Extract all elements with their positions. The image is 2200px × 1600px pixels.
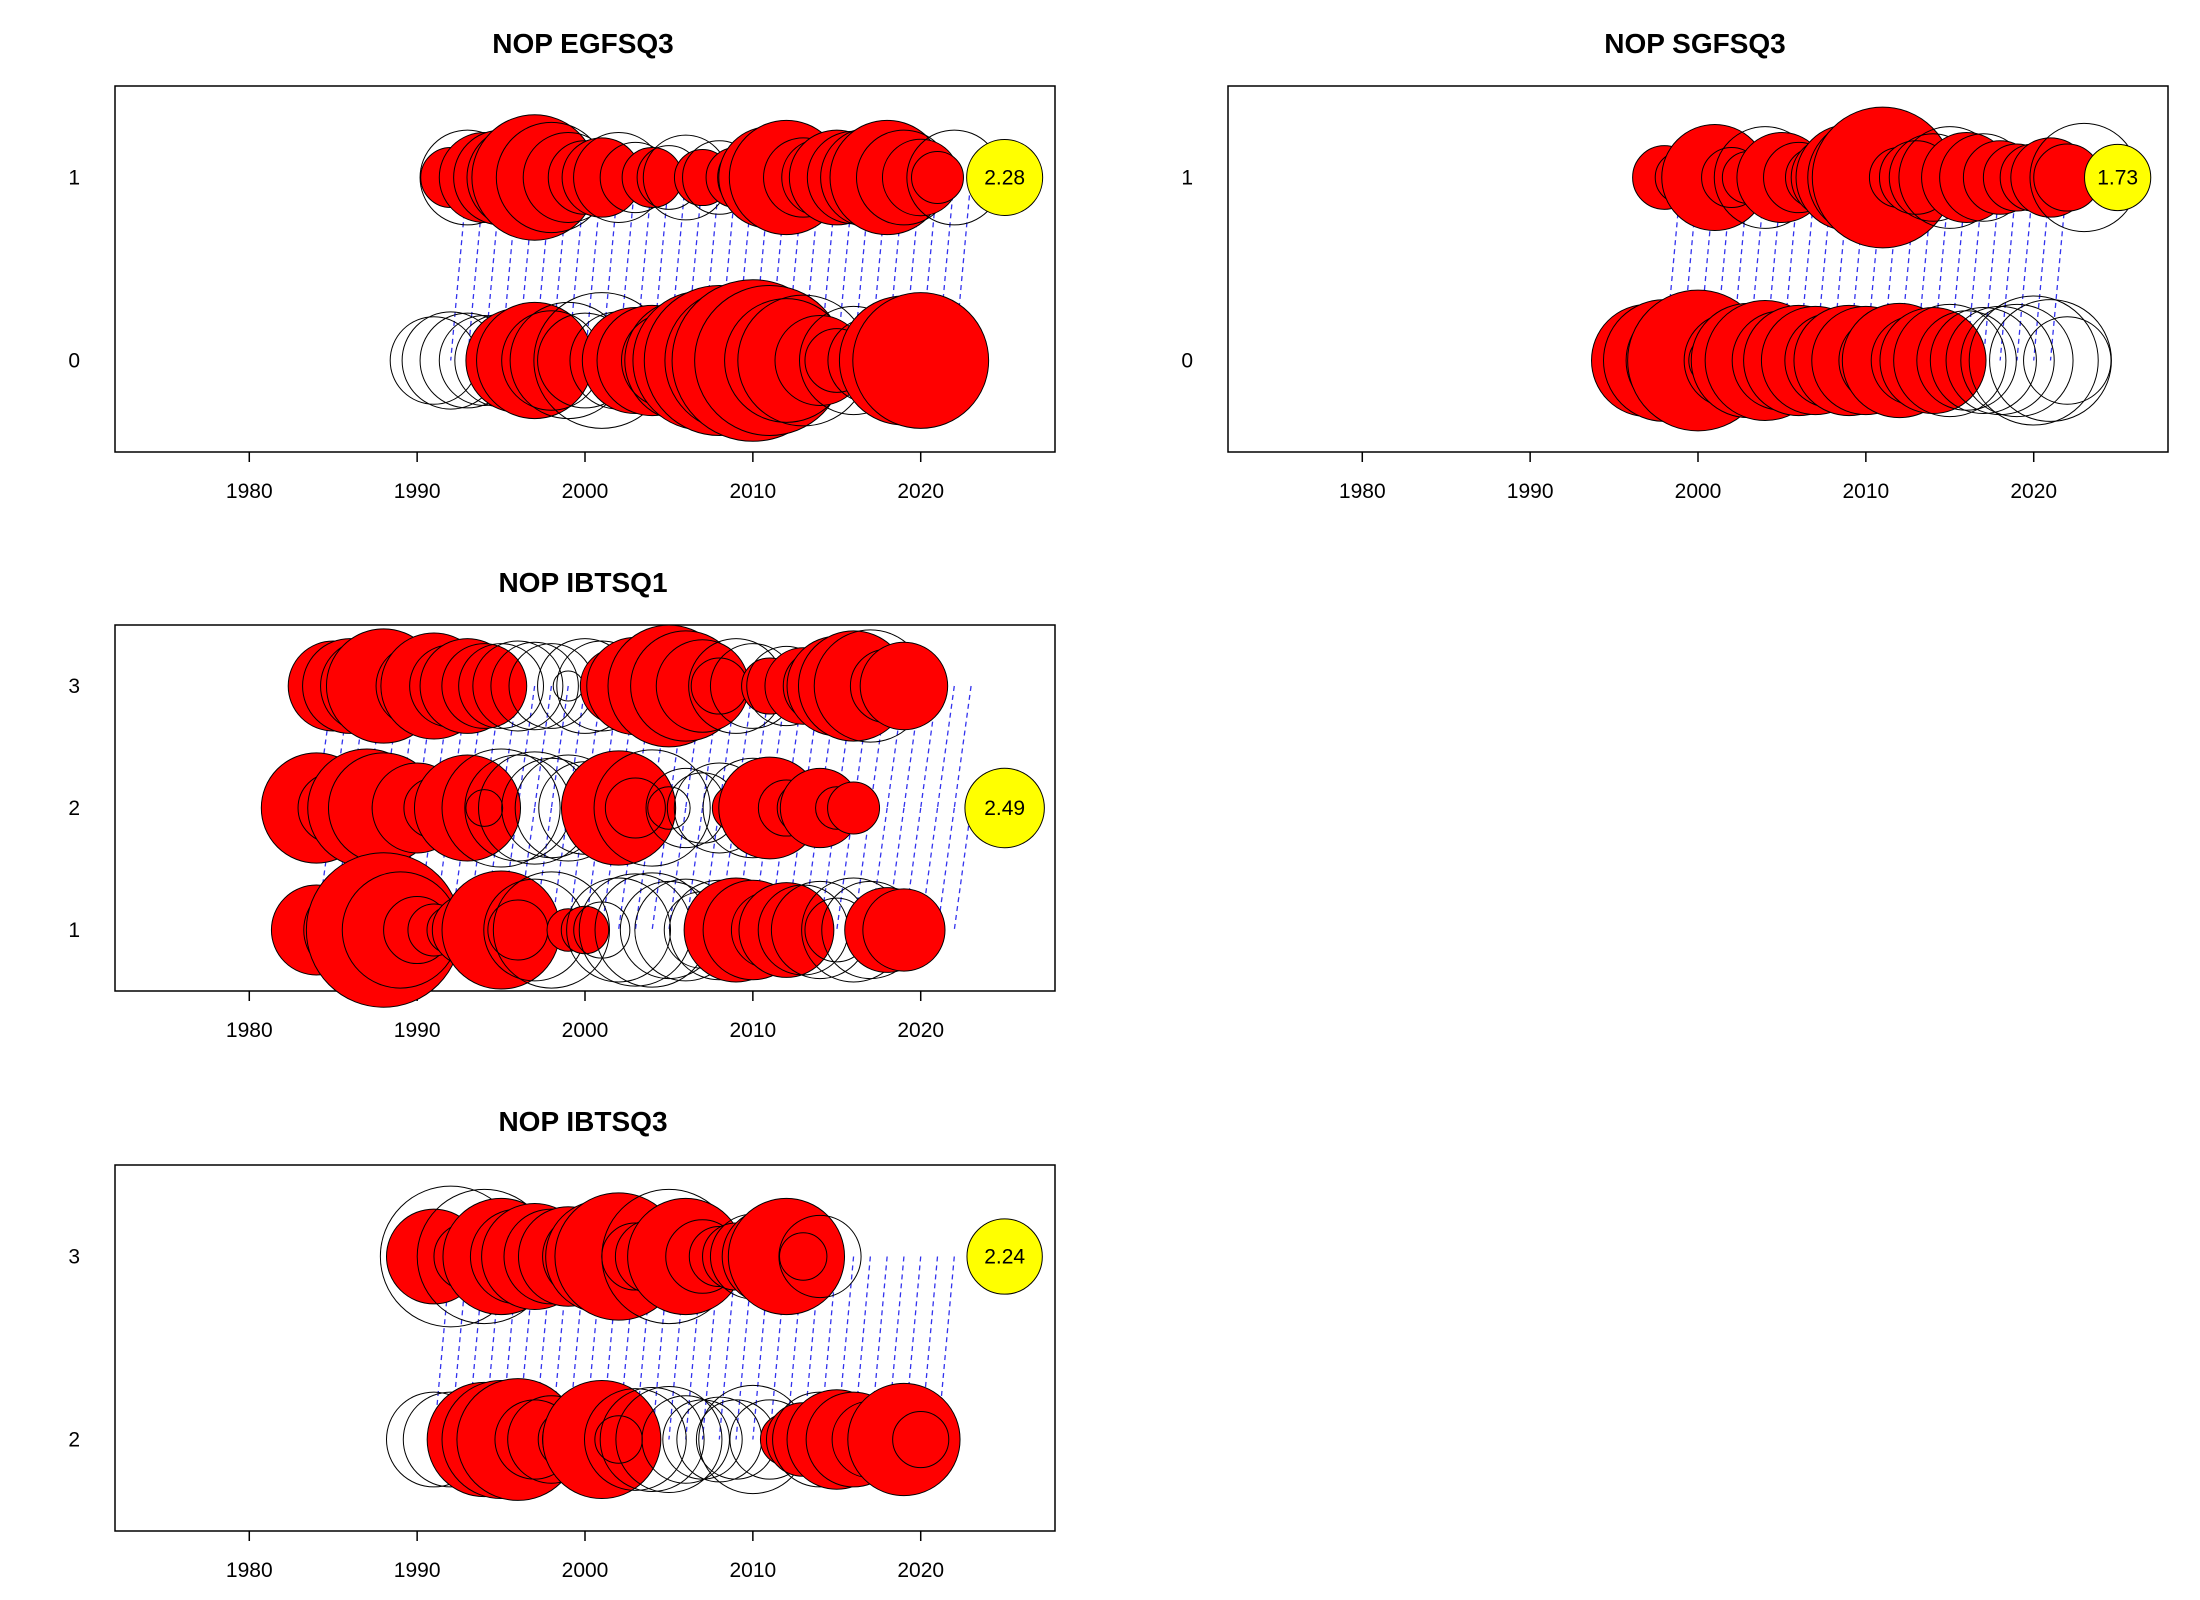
negative-bubble bbox=[389, 316, 479, 405]
positive-bubble bbox=[852, 292, 990, 429]
x-tick-label: 1980 bbox=[1339, 480, 1386, 503]
legend-bubble-label: 2.24 bbox=[984, 1246, 1025, 1269]
x-tick-label: 2020 bbox=[2010, 480, 2057, 503]
panel-title: NOP SGFSQ3 bbox=[1604, 28, 1786, 59]
negative-bubble bbox=[492, 871, 611, 989]
x-tick-label: 2000 bbox=[1675, 480, 1722, 503]
y-tick-label: 1 bbox=[1181, 167, 1193, 190]
negative-bubble bbox=[1945, 305, 2055, 416]
x-tick-label: 2000 bbox=[562, 1019, 609, 1042]
x-tick-label: 2010 bbox=[1842, 480, 1889, 503]
positive-bubble bbox=[621, 147, 683, 208]
panel-title: NOP IBTSQ3 bbox=[498, 1106, 667, 1137]
negative-bubble bbox=[573, 901, 631, 959]
x-tick-label: 2010 bbox=[729, 1019, 776, 1042]
positive-bubble bbox=[690, 657, 748, 715]
positive-bubble bbox=[604, 777, 666, 839]
legend-bubble bbox=[2084, 143, 2152, 212]
x-tick-label: 1990 bbox=[394, 1559, 441, 1582]
x-tick-label: 2000 bbox=[562, 480, 609, 503]
positive-bubble bbox=[476, 301, 594, 420]
x-tick-label: 1980 bbox=[226, 1019, 273, 1042]
cohort-connector bbox=[533, 685, 553, 809]
panel-nop-ibtsq3: NOP IBTSQ3 1980 1990 2000 2010 2020 2 3 2.24 bbox=[68, 1106, 1056, 1582]
cohort-connector bbox=[668, 807, 687, 931]
negative-bubble bbox=[1968, 295, 2099, 426]
x-tick-label: 1990 bbox=[1507, 480, 1554, 503]
negative-bubble bbox=[599, 1387, 705, 1492]
y-tick-label: 3 bbox=[68, 1246, 80, 1269]
negative-bubble bbox=[778, 1214, 862, 1299]
y-tick-label: 1 bbox=[68, 919, 80, 942]
panel-title: NOP IBTSQ1 bbox=[498, 567, 667, 598]
x-tick-label: 2000 bbox=[562, 1559, 609, 1582]
cohort-connector bbox=[936, 685, 955, 809]
legend-bubble bbox=[966, 1218, 1043, 1295]
positive-bubble bbox=[441, 643, 528, 729]
x-tick-label: 1990 bbox=[394, 480, 441, 503]
panel-nop-egfsq3: NOP EGFSQ3 1980 1990 2000 2010 2020 0 1 2.28 bbox=[68, 28, 1056, 503]
y-tick-label: 2 bbox=[68, 1429, 80, 1452]
negative-bubble bbox=[566, 877, 672, 983]
legend-bubble bbox=[964, 767, 1045, 849]
y-tick-label: 0 bbox=[68, 350, 80, 373]
legend-bubble-label: 2.28 bbox=[984, 167, 1025, 190]
negative-bubble bbox=[472, 640, 564, 732]
y-tick-label: 0 bbox=[1181, 350, 1193, 373]
cohort-connector bbox=[550, 685, 569, 809]
positive-bubble bbox=[827, 781, 881, 835]
x-tick-label: 2020 bbox=[897, 480, 944, 503]
panel-title: NOP EGFSQ3 bbox=[492, 28, 674, 59]
negative-bubble bbox=[465, 789, 504, 827]
negative-bubble bbox=[615, 1385, 723, 1494]
y-tick-label: 1 bbox=[68, 167, 80, 190]
negative-bubble bbox=[647, 786, 691, 830]
x-tick-label: 2010 bbox=[729, 480, 776, 503]
positive-bubble bbox=[911, 151, 964, 204]
negative-bubble bbox=[641, 1395, 730, 1484]
panel-nop-ibtsq1: NOP IBTSQ1 1980 1990 2000 2010 2020 1 2 3 2.49 bbox=[68, 567, 1056, 1042]
x-tick-label: 1980 bbox=[226, 480, 273, 503]
cohort-connector bbox=[953, 807, 972, 931]
x-tick-label: 2020 bbox=[897, 1559, 944, 1582]
legend-bubble-label: 2.49 bbox=[984, 797, 1025, 820]
x-tick-label: 2020 bbox=[897, 1019, 944, 1042]
negative-bubble bbox=[583, 1388, 687, 1491]
negative-bubble bbox=[441, 748, 561, 868]
panel-nop-sgfsq3: NOP SGFSQ3 1980 1990 2000 2010 2020 0 1 1.73 bbox=[1181, 28, 2169, 503]
positive-bubble bbox=[738, 882, 835, 978]
y-tick-label: 2 bbox=[68, 797, 80, 820]
cohort-connector bbox=[953, 685, 972, 809]
negative-bubble bbox=[662, 1399, 743, 1480]
negative-bubble bbox=[458, 643, 544, 729]
negative-bubble bbox=[2023, 316, 2112, 405]
positive-bubble bbox=[859, 641, 949, 731]
negative-bubble bbox=[593, 749, 711, 867]
x-tick-label: 1990 bbox=[394, 1019, 441, 1042]
positive-bubble bbox=[778, 1232, 828, 1281]
positive-bubble bbox=[862, 888, 946, 972]
positive-bubble bbox=[560, 905, 610, 955]
negative-bubble bbox=[1929, 306, 2037, 415]
legend-bubble-label: 1.73 bbox=[2097, 167, 2138, 190]
negative-bubble bbox=[1893, 303, 2007, 418]
positive-bubble bbox=[892, 1410, 950, 1469]
cohort-connector bbox=[517, 685, 536, 809]
cohort-connector bbox=[936, 807, 955, 931]
x-tick-label: 1980 bbox=[226, 1559, 273, 1582]
negative-bubble bbox=[1960, 303, 2074, 418]
x-tick-label: 2010 bbox=[729, 1559, 776, 1582]
legend-bubble bbox=[966, 138, 1044, 217]
negative-bubble bbox=[490, 641, 579, 731]
y-tick-label: 3 bbox=[68, 675, 80, 698]
negative-bubble bbox=[1916, 310, 2017, 411]
positive-bubble bbox=[1879, 306, 1987, 415]
positive-bubble bbox=[413, 754, 522, 862]
